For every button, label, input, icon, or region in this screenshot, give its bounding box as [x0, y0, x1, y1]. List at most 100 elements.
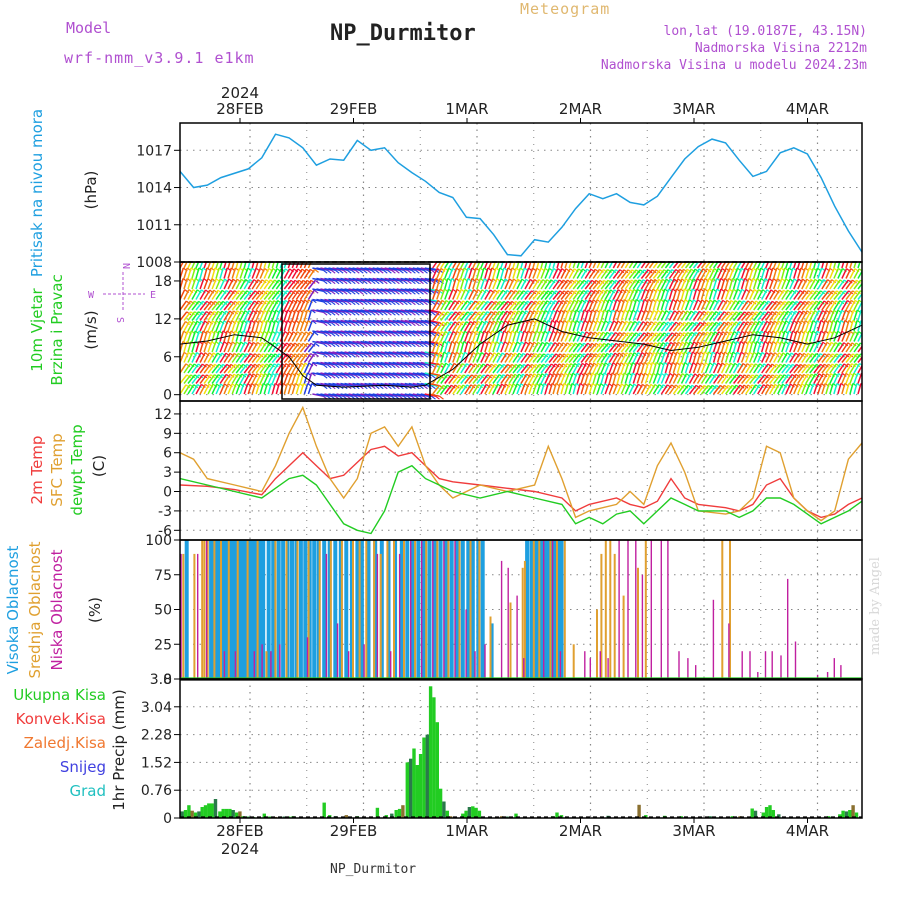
wind-barb: [492, 289, 500, 300]
mid-cloud-bar: [469, 540, 472, 679]
wind-barb-flag: [671, 321, 677, 326]
wind-barb: [191, 352, 198, 363]
wind-barb: [744, 267, 750, 279]
wind-barb: [620, 269, 629, 279]
wind-barb: [388, 351, 400, 355]
wind-barb-flag: [602, 258, 606, 261]
low-cloud-bar: [627, 540, 629, 679]
wind-barb: [768, 278, 775, 290]
wind-barb: [307, 320, 313, 332]
wind-barb: [291, 262, 296, 269]
wind-barb: [211, 374, 220, 384]
wind-barb: [560, 279, 569, 290]
wind-barb-flag: [285, 363, 291, 368]
wind-barb-flag: [667, 321, 673, 326]
wind-barb-flag: [865, 291, 869, 294]
wind-barb: [307, 372, 313, 384]
wind-axis-title-b: Brzina i Pravac: [48, 274, 66, 385]
wind-barb: [829, 310, 835, 321]
wind-barb-flag: [852, 279, 857, 284]
wind-barb: [452, 300, 460, 311]
wind-barb: [692, 351, 698, 363]
wind-barb-flag: [237, 373, 243, 378]
wind-barb: [340, 298, 352, 303]
high-cloud-bar: [231, 540, 236, 679]
wind-barb: [560, 331, 567, 342]
high-cloud-bar: [386, 540, 391, 679]
wind-barb: [408, 361, 420, 366]
wind-barb: [203, 374, 212, 384]
wind-barb-flag: [702, 268, 708, 273]
wind-barb: [809, 290, 818, 300]
wind-barb: [696, 268, 704, 279]
wind-barb: [259, 353, 268, 363]
wind-barb-flag: [762, 320, 768, 325]
wind-barb: [648, 384, 656, 395]
wind-barb: [817, 267, 823, 279]
pressure-axis-title: Pritisak na nivou mora: [28, 109, 46, 277]
wind-barb: [392, 330, 404, 334]
wind-barb: [837, 383, 842, 395]
wind-barb: [813, 267, 819, 279]
wind-barb: [821, 363, 830, 374]
wind-barb: [600, 352, 608, 363]
wind-barb: [255, 342, 263, 353]
wind-barb: [255, 353, 264, 363]
wind-barb-flag: [322, 353, 328, 358]
wind-barb: [328, 361, 340, 366]
wind-barb-flag: [395, 290, 400, 295]
wind-barb-flag: [354, 374, 360, 379]
cloud-axis-title-a: Visoka Oblacnost: [4, 545, 22, 674]
wind-barb: [845, 300, 852, 311]
wind-barb: [632, 383, 639, 395]
wind-barb: [829, 383, 834, 395]
wind-barb: [660, 262, 667, 269]
wind-barb: [336, 393, 348, 397]
wind-barb: [789, 352, 797, 363]
wind-barb: [753, 262, 758, 269]
wind-barb: [436, 351, 441, 363]
wind-barb: [580, 320, 586, 332]
wind-barb: [500, 383, 507, 395]
wind-barb-flag: [322, 269, 328, 274]
wind-barb: [724, 321, 733, 332]
wind-barb: [271, 279, 280, 290]
wind-barb: [528, 279, 536, 290]
high-cloud-bar: [525, 540, 530, 679]
wind-barb: [576, 342, 585, 353]
wind-barb-flag: [521, 310, 527, 315]
wind-barb: [372, 309, 384, 313]
wind-barb: [320, 309, 332, 313]
wind-barb: [656, 351, 662, 363]
wind-barb-flag: [322, 322, 328, 327]
wind-barb: [456, 311, 465, 321]
low-cloud-bar: [840, 665, 842, 679]
wind-barb: [708, 299, 716, 311]
wind-barb: [741, 374, 749, 384]
wind-barb: [444, 362, 451, 374]
wind-barb: [303, 342, 312, 353]
high-cloud-bar: [559, 540, 564, 679]
wind-barb: [592, 289, 600, 300]
wind-barb: [793, 310, 801, 321]
wind-barb: [560, 342, 568, 353]
precip-bar: [445, 810, 449, 818]
wind-barb-flag: [378, 353, 384, 358]
wind-barb-flag: [623, 258, 627, 261]
wind-barb-flag: [858, 299, 862, 304]
wind-barb: [287, 299, 294, 311]
wind-barb-flag: [387, 353, 392, 358]
wind-barb-flag: [399, 374, 404, 379]
wind-barb: [604, 320, 611, 332]
low-cloud-bar: [833, 658, 835, 679]
wind-barb: [532, 300, 541, 311]
wind-barb: [392, 298, 404, 303]
wind-barb: [644, 342, 653, 353]
wind-barb: [207, 330, 212, 342]
wind-barb: [773, 300, 782, 311]
wind-barb: [644, 299, 650, 311]
wind-barb-flag: [338, 332, 344, 337]
wind-barb: [684, 384, 693, 395]
wind-barb: [396, 288, 408, 292]
x-tick-label-top: 4MAR: [786, 100, 829, 118]
